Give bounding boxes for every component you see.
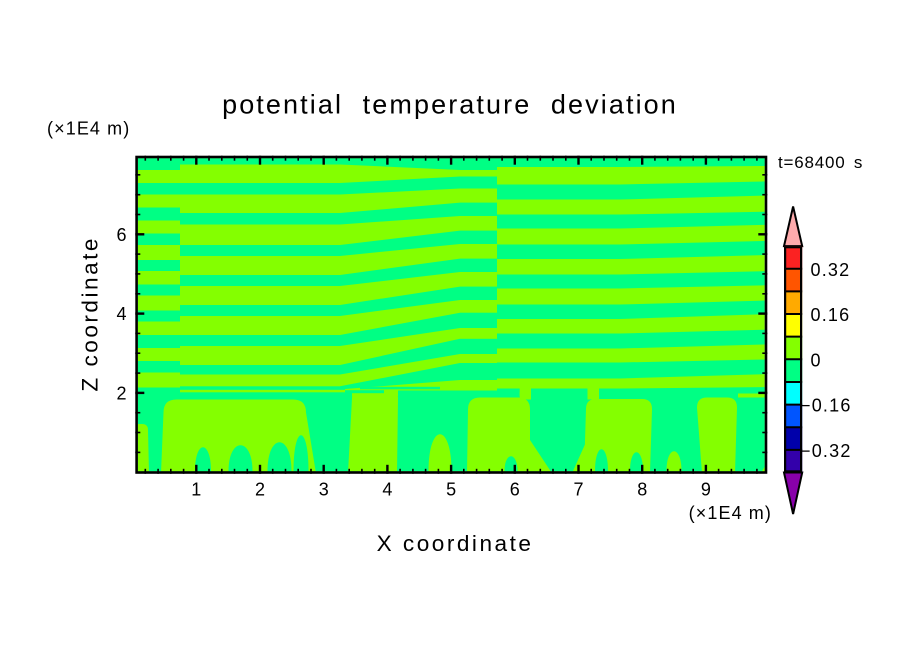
svg-text:3: 3 (319, 479, 329, 499)
svg-text:t=68400 s: t=68400 s (778, 153, 863, 172)
svg-text:1: 1 (191, 479, 201, 499)
svg-text:(×1E4 m): (×1E4 m) (47, 119, 130, 139)
svg-text:potential temperature deviatio: potential temperature deviation (222, 90, 678, 120)
svg-text:8: 8 (637, 479, 647, 499)
svg-text:2: 2 (116, 383, 126, 403)
svg-text:4: 4 (116, 304, 126, 324)
svg-text:0.32: 0.32 (811, 260, 851, 280)
svg-text:0: 0 (811, 350, 822, 370)
svg-text:9: 9 (701, 479, 711, 499)
svg-text:0.16: 0.16 (811, 305, 851, 325)
svg-text:6: 6 (510, 479, 520, 499)
svg-text:(×1E4 m): (×1E4 m) (689, 503, 772, 523)
svg-text:5: 5 (446, 479, 456, 499)
svg-text:−0.16: −0.16 (800, 396, 852, 416)
svg-text:X coordinate: X coordinate (377, 531, 534, 556)
svg-text:−0.32: −0.32 (800, 441, 852, 461)
svg-text:Z coordinate: Z coordinate (77, 236, 102, 392)
svg-text:7: 7 (573, 479, 583, 499)
svg-text:4: 4 (382, 479, 392, 499)
svg-text:2: 2 (255, 479, 265, 499)
svg-text:6: 6 (116, 225, 126, 245)
